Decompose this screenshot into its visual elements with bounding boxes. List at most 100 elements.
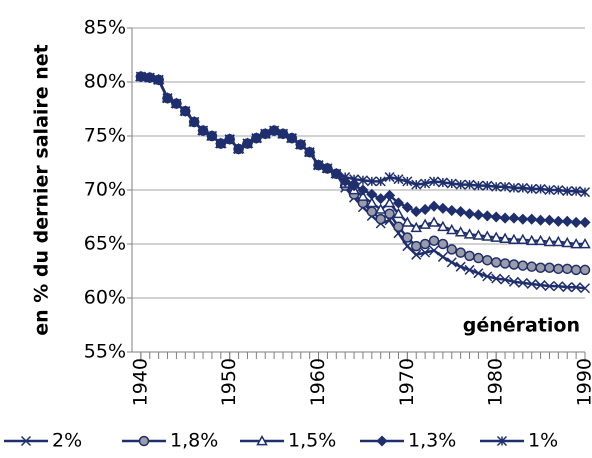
- marker: [464, 250, 475, 262]
- y-tick-label: 80%: [84, 71, 126, 93]
- marker: [428, 216, 440, 227]
- marker: [357, 184, 369, 196]
- marker: [375, 176, 386, 187]
- y-tick-label: 60%: [84, 287, 126, 309]
- marker: [499, 212, 511, 224]
- marker: [437, 202, 449, 214]
- marker: [496, 435, 508, 447]
- marker: [455, 179, 466, 190]
- marker: [472, 229, 485, 240]
- marker: [135, 71, 146, 82]
- marker: [375, 213, 386, 225]
- marker: [544, 281, 555, 292]
- marker: [552, 235, 565, 247]
- marker: [198, 125, 209, 136]
- marker: [419, 218, 431, 229]
- marker: [499, 258, 511, 269]
- marker: [535, 183, 546, 194]
- marker: [215, 138, 226, 149]
- legend-label: 1,5%: [288, 430, 336, 452]
- marker: [304, 147, 315, 158]
- marker: [366, 196, 378, 208]
- marker: [562, 282, 573, 293]
- marker: [295, 139, 306, 150]
- marker: [384, 189, 396, 201]
- marker: [401, 201, 413, 213]
- marker: [437, 251, 448, 262]
- marker: [481, 230, 494, 241]
- marker: [411, 249, 422, 260]
- y-tick-label: 65%: [84, 233, 126, 255]
- marker: [411, 179, 422, 190]
- annotation: génération: [463, 315, 580, 337]
- legend-label: 1%: [528, 430, 558, 452]
- legend-label: 2%: [52, 430, 82, 452]
- marker: [561, 236, 574, 248]
- marker: [508, 276, 519, 287]
- legend-label: 1,3%: [408, 430, 456, 452]
- x-tick-label: 1960: [307, 358, 329, 406]
- marker: [224, 134, 235, 145]
- marker: [561, 215, 573, 227]
- marker: [446, 244, 458, 255]
- marker: [374, 203, 387, 214]
- marker: [446, 257, 457, 268]
- marker: [463, 228, 476, 239]
- y-tick-label: 85%: [84, 17, 126, 39]
- marker: [446, 204, 458, 217]
- marker: [454, 226, 467, 237]
- marker: [481, 210, 493, 222]
- marker: [526, 183, 537, 194]
- x-tick-label: 1970: [396, 358, 418, 406]
- marker: [256, 434, 268, 446]
- marker: [482, 180, 493, 191]
- marker: [571, 186, 582, 197]
- marker: [570, 237, 582, 249]
- marker: [570, 216, 582, 228]
- marker: [463, 208, 476, 220]
- marker: [410, 206, 422, 218]
- marker: [383, 196, 396, 208]
- marker: [437, 177, 448, 188]
- marker: [366, 188, 378, 200]
- legend-item: 1,5%: [240, 430, 336, 452]
- marker: [517, 213, 529, 225]
- marker: [286, 133, 297, 144]
- marker: [517, 233, 529, 245]
- marker: [534, 234, 547, 246]
- marker: [392, 207, 405, 219]
- marker: [384, 172, 395, 183]
- marker: [544, 184, 555, 196]
- marker: [517, 182, 528, 193]
- marker: [491, 273, 502, 284]
- marker: [428, 200, 440, 212]
- legend-item: 1,8%: [122, 430, 218, 452]
- marker: [401, 216, 414, 227]
- marker: [553, 184, 564, 196]
- marker: [446, 178, 457, 189]
- legend-item: 1,3%: [360, 430, 456, 452]
- marker: [420, 247, 431, 258]
- marker: [500, 274, 511, 285]
- marker: [260, 128, 271, 139]
- marker: [535, 280, 546, 291]
- x-tick-label: 1950: [218, 358, 240, 406]
- marker: [392, 197, 405, 209]
- marker: [206, 130, 217, 142]
- marker: [579, 283, 591, 294]
- marker: [357, 190, 369, 201]
- x-tick-label: 1990: [574, 358, 592, 406]
- marker: [571, 282, 582, 293]
- marker: [552, 215, 564, 227]
- marker: [455, 247, 466, 258]
- marker: [402, 176, 413, 187]
- marker: [464, 264, 475, 275]
- marker: [445, 223, 458, 235]
- marker: [313, 160, 324, 171]
- marker: [437, 238, 449, 250]
- marker: [526, 261, 537, 272]
- marker: [322, 163, 333, 174]
- marker: [473, 268, 484, 279]
- marker: [277, 128, 289, 139]
- marker: [180, 106, 191, 117]
